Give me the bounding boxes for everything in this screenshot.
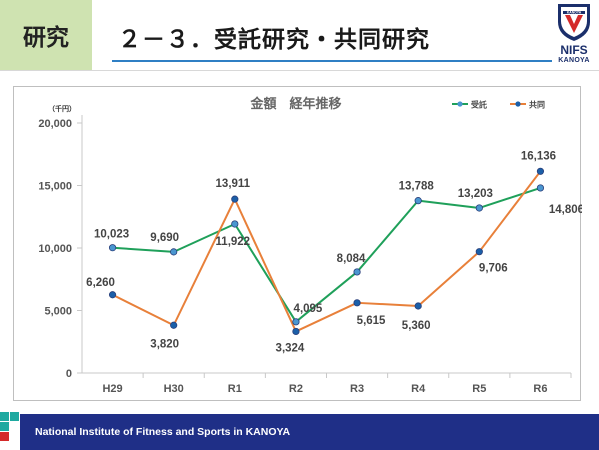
data-point-commissioned [108,244,117,252]
header-divider [0,70,599,71]
footer-text: National Institute of Fitness and Sports… [35,426,291,438]
data-label-commissioned: 13,788 [399,181,435,193]
legend-label-joint: 共同 [529,100,545,110]
data-point-joint [170,321,178,329]
data-point-commissioned [536,184,545,192]
x-tick-label: R2 [289,383,303,395]
data-label-joint: 13,911 [216,178,251,190]
y-tick-label: 5,000 [44,306,72,318]
data-label-commissioned: 4,095 [294,303,323,315]
chart-title: 金額 経年推移 [249,96,341,112]
slide-title: ２－３．受託研究・共同研究 [118,27,430,53]
logo-subtitle: KANOYA [558,57,590,64]
legend-marker-joint [515,101,521,107]
x-tick-label: R4 [411,383,426,395]
data-point-commissioned [414,197,422,205]
data-point-joint [292,327,300,336]
data-label-joint: 5,615 [357,315,386,327]
chart-frame: 金額 経年推移 （千円） 0 5,000 10,000 15,000 20,000 H29 H3… [13,86,582,401]
x-tick-label: H29 [102,383,122,395]
y-tick-label: 20,000 [38,118,72,130]
data-point-commissioned [475,204,483,212]
data-point-joint [231,195,239,203]
data-label-commissioned: 10,023 [94,229,129,241]
accent-square-teal [0,412,9,421]
logo-name: NIFS [560,43,588,57]
data-label-joint: 16,136 [521,150,556,162]
data-label-joint: 3,324 [276,342,305,354]
accent-square-red [0,432,9,441]
data-label-joint: 6,260 [86,277,115,289]
title-underline [112,60,552,62]
data-label-commissioned: 8,084 [337,253,366,265]
data-point-commissioned [231,220,239,228]
legend-label-commissioned: 受託 [471,100,487,110]
data-label-joint: 3,820 [150,338,179,350]
data-point-joint [108,291,117,299]
data-label-joint: 5,360 [402,320,431,332]
line-chart: 金額 経年推移 （千円） 0 5,000 10,000 15,000 20,000 H29 H3… [38,96,582,395]
data-label-commissioned: 11,922 [216,236,251,248]
footer-bar [20,414,599,450]
data-point-joint [353,299,361,307]
data-point-commissioned [292,318,300,326]
data-point-joint [475,248,483,256]
series-line-joint [112,170,542,333]
data-point-commissioned [353,268,361,276]
y-tick-label: 10,000 [38,243,72,255]
data-point-joint [414,302,422,310]
section-tag: 研究 [0,0,92,70]
x-tick-label: R1 [228,383,242,395]
data-point-commissioned [170,248,178,256]
series-line-commissioned [112,186,541,323]
data-point-joint [536,167,545,175]
x-tick-label: R5 [472,383,486,395]
legend-marker-commissioned [457,101,463,107]
data-label-commissioned: 9,690 [150,232,179,244]
x-tick-label: R6 [533,383,547,395]
university-logo: KANOYA NIFS KANOYA [552,2,596,68]
x-tick-label: H30 [164,383,184,395]
y-tick-label: 15,000 [38,181,72,193]
logo-mark-text: KANOYA [567,11,582,15]
y-axis-unit: （千円） [48,104,76,113]
shield-logo-icon: KANOYA [558,4,590,41]
accent-square-teal-2 [10,412,19,421]
accent-square-teal-3 [0,422,9,431]
data-label-joint: 9,706 [479,263,508,275]
x-tick-label: R3 [350,383,364,395]
data-label-commissioned: 14,806 [549,204,582,216]
y-tick-label: 0 [66,368,72,380]
data-label-commissioned: 13,203 [458,188,493,200]
